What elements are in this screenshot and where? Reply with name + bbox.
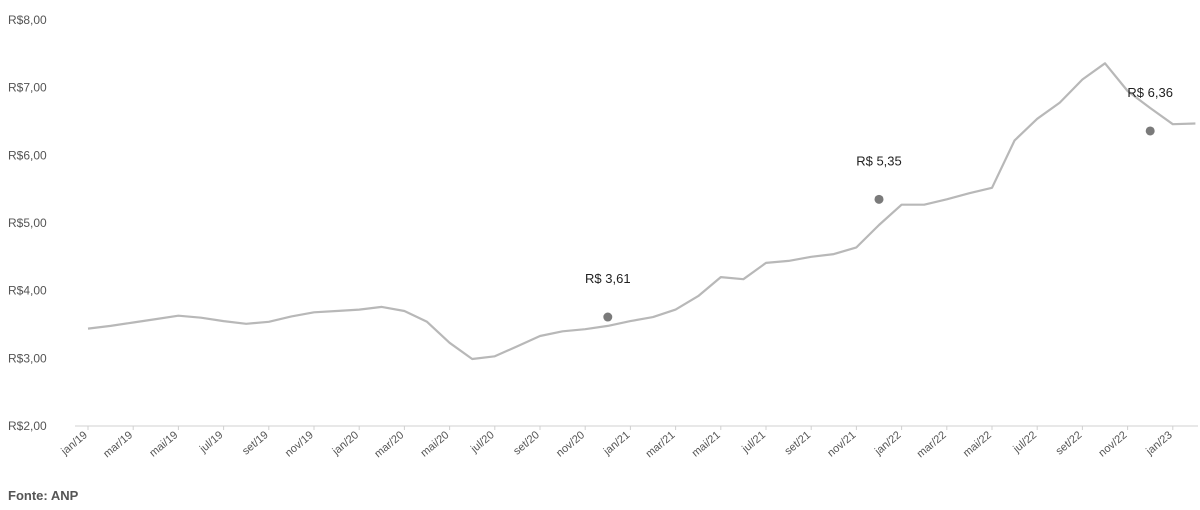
x-tick-label: set/20 [511,429,542,457]
y-tick-label: R$5,00 [8,216,47,230]
x-tick-label: set/22 [1054,429,1085,457]
x-tick-label: nov/20 [554,429,587,459]
x-tick-label: jan/22 [872,429,903,458]
x-tick-label: mai/21 [690,429,723,459]
highlight-marker [1146,126,1155,135]
data-label: R$ 6,36 [1127,85,1173,100]
highlight-points: R$ 3,61 R$ 5,35 R$ 6,36 [585,85,1173,322]
y-tick-label: R$7,00 [8,81,47,95]
x-tick-label: jan/21 [601,429,632,458]
x-tick-label: jul/19 [197,429,226,456]
highlight-marker [603,313,612,322]
y-tick-label: R$2,00 [8,419,47,433]
x-tick-label: jan/23 [1143,429,1174,458]
x-tick-label: mai/22 [961,429,994,459]
data-label: R$ 5,35 [856,153,902,168]
x-tick-label: mar/21 [644,429,678,460]
x-tick-label: mar/19 [101,429,135,460]
x-tick-label: mar/20 [372,429,406,460]
x-tick-label: mai/19 [147,429,180,459]
series-line [88,63,1195,359]
data-label: R$ 3,61 [585,271,631,286]
x-tick-label: nov/22 [1097,429,1130,459]
x-tick-label: jul/21 [739,429,768,456]
x-tick-label: mai/20 [419,429,452,459]
y-tick-label: R$8,00 [8,13,47,27]
y-tick-label: R$4,00 [8,284,47,298]
highlight-marker [875,195,884,204]
x-tick-label: mar/22 [915,429,949,460]
x-tick-label: set/21 [782,429,813,457]
x-tick-label: jul/20 [468,429,497,456]
line-chart: R$8,00 R$7,00 R$6,00 R$5,00 R$4,00 R$3,00 R$2,… [0,0,1200,480]
x-axis: jan/19 mar/19 mai/19 jul/19 set/19 nov/19 jan/… [58,426,1198,460]
x-tick-label: jan/19 [58,429,89,458]
series-group [88,63,1195,359]
x-tick-label: jan/20 [330,429,361,458]
y-axis: R$8,00 R$7,00 R$6,00 R$5,00 R$4,00 R$3,00 R$2,… [8,13,47,433]
x-tick-label: jul/22 [1011,429,1040,456]
x-tick-label: set/19 [240,429,271,457]
x-tick-label: nov/21 [825,429,858,459]
y-tick-label: R$3,00 [8,351,47,365]
x-tick-label: nov/19 [283,429,316,459]
y-tick-label: R$6,00 [8,148,47,162]
source-note: Fonte: ANP [8,488,78,503]
